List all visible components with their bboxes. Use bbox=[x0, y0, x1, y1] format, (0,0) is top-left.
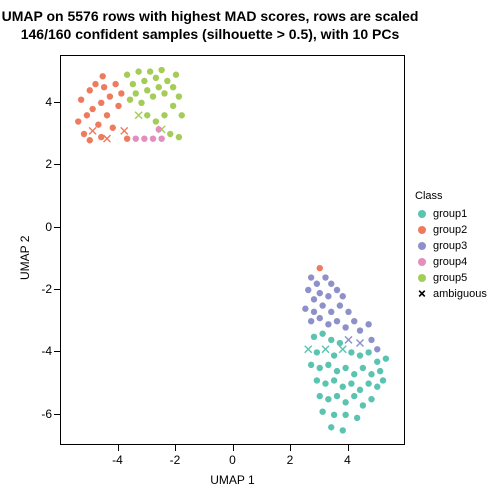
legend-label: group5 bbox=[433, 272, 467, 284]
x-tick-label: -4 bbox=[112, 453, 123, 467]
legend-label: group3 bbox=[433, 240, 467, 252]
x-axis-label: UMAP 1 bbox=[60, 473, 405, 487]
legend-item-group2: group2 bbox=[415, 222, 487, 238]
y-tick-label: -4 bbox=[30, 344, 52, 358]
legend-swatch bbox=[415, 207, 429, 221]
y-tick-label: -2 bbox=[30, 282, 52, 296]
legend-item-ambiguous: × ambiguous bbox=[415, 286, 487, 302]
legend-label: group1 bbox=[433, 208, 467, 220]
x-tick-label: -2 bbox=[170, 453, 181, 467]
plot-area bbox=[60, 55, 405, 445]
x-tick-label: 2 bbox=[287, 453, 294, 467]
y-tick-label: -6 bbox=[30, 407, 52, 421]
legend-label: group2 bbox=[433, 224, 467, 236]
legend-item-group5: group5 bbox=[415, 270, 487, 286]
legend-items: group1 group2 group3 group4 group5 × ambiguous bbox=[415, 206, 487, 302]
legend-item-group4: group4 bbox=[415, 254, 487, 270]
legend-label: group4 bbox=[433, 256, 467, 268]
chart-container: UMAP on 5576 rows with highest MAD score… bbox=[0, 0, 504, 504]
legend-swatch bbox=[415, 223, 429, 237]
y-tick-label: 2 bbox=[30, 157, 52, 171]
legend-swatch: × bbox=[415, 287, 429, 301]
legend-title: Class bbox=[415, 190, 487, 202]
x-tick-label: 4 bbox=[344, 453, 351, 467]
legend-item-group1: group1 bbox=[415, 206, 487, 222]
scatter-points bbox=[61, 56, 406, 446]
legend-label: ambiguous bbox=[433, 288, 487, 300]
y-axis-label: UMAP 2 bbox=[18, 236, 32, 280]
chart-title: UMAP on 5576 rows with highest MAD score… bbox=[0, 8, 420, 43]
x-tick-label: 0 bbox=[229, 453, 236, 467]
chart-title-line1: UMAP on 5576 rows with highest MAD score… bbox=[0, 8, 420, 26]
legend-swatch bbox=[415, 239, 429, 253]
y-tick-label: 0 bbox=[30, 220, 52, 234]
legend-swatch bbox=[415, 255, 429, 269]
chart-title-line2: 146/160 confident samples (silhouette > … bbox=[0, 26, 420, 44]
y-tick-label: 4 bbox=[30, 95, 52, 109]
legend: Class group1 group2 group3 group4 group5 × amb… bbox=[415, 190, 487, 302]
legend-item-group3: group3 bbox=[415, 238, 487, 254]
legend-swatch bbox=[415, 271, 429, 285]
